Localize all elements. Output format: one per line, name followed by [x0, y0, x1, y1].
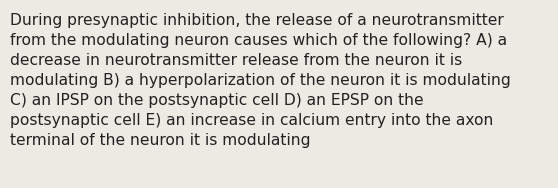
Text: During presynaptic inhibition, the release of a neurotransmitter
from the modula: During presynaptic inhibition, the relea…	[10, 13, 511, 148]
